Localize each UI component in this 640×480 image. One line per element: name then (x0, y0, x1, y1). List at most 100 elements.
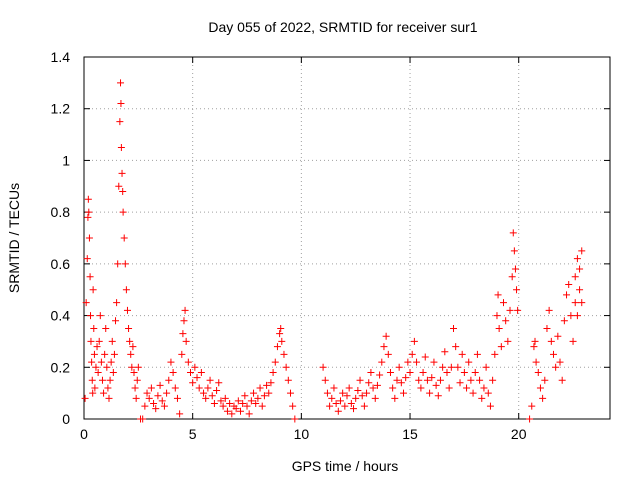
data-point (82, 299, 90, 307)
y-axis-label: SRMTID / TECUs (6, 183, 22, 293)
data-point (419, 368, 427, 376)
data-point (86, 273, 94, 281)
data-point (386, 368, 394, 376)
data-point (143, 389, 151, 397)
data-point (441, 348, 449, 356)
data-point (182, 337, 190, 345)
chart-title: Day 055 of 2022, SRMTID for receiver sur… (208, 19, 477, 35)
data-point (154, 392, 162, 400)
data-point (413, 358, 421, 366)
data-point (84, 213, 92, 221)
data-point (567, 312, 575, 320)
data-point (513, 286, 521, 294)
data-point (243, 402, 251, 410)
data-point (119, 208, 127, 216)
data-point (263, 381, 271, 389)
data-point (258, 402, 266, 410)
data-point (260, 392, 268, 400)
data-point (269, 368, 277, 376)
data-point (126, 337, 134, 345)
data-point (97, 358, 105, 366)
data-point (114, 260, 122, 268)
data-point (391, 394, 399, 402)
data-point (228, 410, 236, 418)
y-tick-label: 1.4 (51, 49, 71, 65)
data-point (332, 399, 340, 407)
data-point (408, 350, 416, 358)
data-point (434, 392, 442, 400)
data-point (85, 234, 93, 242)
data-point (250, 389, 258, 397)
data-point (131, 384, 139, 392)
data-point (282, 363, 290, 371)
data-point (96, 312, 104, 320)
data-point (345, 384, 353, 392)
data-point (573, 312, 581, 320)
y-tick-label: 0.8 (51, 204, 71, 220)
data-point (350, 405, 358, 413)
y-tick-label: 0 (62, 411, 70, 427)
data-point (554, 332, 562, 340)
data-point (113, 299, 121, 307)
data-point (384, 350, 392, 358)
data-point (531, 337, 539, 345)
data-point (277, 325, 285, 332)
data-point (206, 376, 214, 384)
x-tick-label: 5 (189, 426, 197, 442)
data-point (90, 325, 98, 332)
data-point (491, 350, 499, 358)
data-point (560, 317, 568, 325)
data-point (276, 330, 284, 338)
data-point (94, 368, 102, 376)
data-point (330, 384, 338, 392)
data-point (103, 363, 111, 371)
data-point (328, 394, 336, 402)
data-point (158, 397, 166, 405)
data-point (543, 325, 551, 332)
data-point (181, 306, 189, 314)
data-point (102, 325, 110, 332)
data-point (545, 306, 553, 314)
data-point (380, 343, 388, 351)
data-point (112, 317, 120, 325)
data-point (84, 195, 92, 203)
data-point (400, 389, 408, 397)
data-point (178, 350, 186, 358)
data-point (247, 397, 255, 405)
data-point (180, 317, 188, 325)
data-point (571, 299, 579, 307)
data-point (428, 374, 436, 382)
data-point (223, 407, 231, 415)
data-point (578, 299, 586, 307)
data-point (85, 208, 93, 216)
data-point (284, 376, 292, 384)
data-point (139, 415, 147, 423)
data-point (510, 247, 518, 255)
data-point (200, 389, 208, 397)
data-point (165, 376, 173, 384)
data-point (539, 394, 547, 402)
data-point (376, 371, 384, 379)
data-point (423, 376, 431, 384)
data-point (321, 376, 329, 384)
data-point (356, 376, 364, 384)
x-tick-label: 15 (402, 426, 418, 442)
data-point (254, 394, 262, 402)
data-point (334, 407, 342, 415)
data-point (456, 379, 464, 387)
data-point (90, 350, 98, 358)
data-point (389, 384, 397, 392)
data-point (163, 389, 171, 397)
data-point (541, 376, 549, 384)
data-point (213, 387, 221, 395)
data-point (232, 405, 240, 413)
data-point (467, 376, 475, 384)
data-point (573, 255, 581, 263)
data-point (354, 387, 362, 395)
data-point (273, 343, 281, 351)
data-point (134, 363, 142, 371)
data-point (549, 350, 557, 358)
data-point (106, 376, 114, 384)
data-point (410, 337, 418, 345)
data-point (373, 381, 381, 389)
